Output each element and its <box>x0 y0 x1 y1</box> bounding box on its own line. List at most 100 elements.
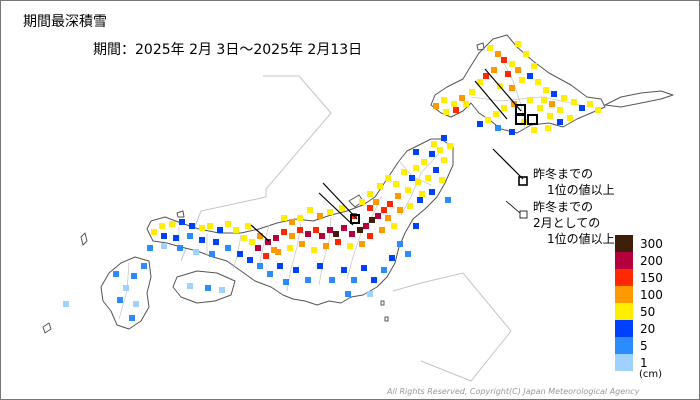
legend-label: 5 <box>640 339 648 353</box>
station-marker <box>547 113 553 119</box>
station-marker <box>287 245 293 251</box>
station-marker <box>237 251 243 257</box>
station-marker <box>429 151 435 157</box>
station-marker <box>255 245 261 251</box>
station-marker <box>433 167 439 173</box>
station-marker <box>417 197 423 203</box>
station-marker <box>283 279 289 285</box>
station-marker <box>367 191 373 197</box>
station-marker <box>537 105 543 111</box>
station-marker <box>397 241 403 247</box>
izu-islands <box>380 300 389 322</box>
station-marker <box>151 229 157 235</box>
station-marker <box>385 215 391 221</box>
station-marker <box>437 147 443 153</box>
station-marker <box>381 207 387 213</box>
station-marker <box>501 57 507 63</box>
hokkaido <box>430 34 606 134</box>
station-marker <box>419 191 425 197</box>
station-marker <box>161 233 167 239</box>
station-marker <box>307 207 313 213</box>
station-marker <box>245 223 251 229</box>
station-marker <box>393 181 399 187</box>
legend-swatch <box>615 337 633 354</box>
station-marker <box>407 203 413 209</box>
station-marker <box>323 243 329 249</box>
station-marker <box>413 223 419 229</box>
station-marker <box>267 271 273 277</box>
station-marker <box>207 223 213 229</box>
station-marker <box>189 223 195 229</box>
station-marker <box>173 235 179 241</box>
note-record-all-line1: 昨冬までの <box>533 167 594 181</box>
station-marker <box>345 291 351 297</box>
legend-unit: (cm) <box>639 369 663 380</box>
station-marker <box>425 175 431 181</box>
station-marker <box>339 205 345 211</box>
station-marker <box>535 79 541 85</box>
station-marker <box>491 67 497 73</box>
station-marker <box>551 91 557 97</box>
station-marker <box>187 283 193 289</box>
station-marker <box>557 107 563 113</box>
station-marker <box>319 233 325 239</box>
station-marker <box>361 265 367 271</box>
station-marker <box>357 227 363 233</box>
legend-label: 150 <box>640 271 663 285</box>
station-marker <box>485 117 491 123</box>
note-record-feb-line2: 2月としての <box>533 216 601 230</box>
legend-swatch <box>615 286 633 303</box>
station-marker <box>389 255 395 261</box>
station-marker <box>527 97 533 103</box>
station-marker <box>375 213 381 219</box>
station-marker <box>541 97 547 103</box>
station-marker <box>543 87 549 93</box>
map-title: 期間最深積雪 <box>23 14 107 30</box>
station-marker <box>571 99 577 105</box>
station-marker <box>505 71 511 77</box>
station-marker <box>289 219 295 225</box>
legend-swatch <box>615 252 633 269</box>
note-leader-thin <box>505 200 521 214</box>
station-marker <box>313 227 319 233</box>
legend-swatch <box>615 303 633 320</box>
station-marker <box>217 227 223 233</box>
station-marker <box>129 315 135 321</box>
station-marker <box>277 263 283 269</box>
station-marker <box>209 251 215 257</box>
station-marker <box>515 67 521 73</box>
station-marker <box>257 233 263 239</box>
station-marker <box>413 149 419 155</box>
station-marker <box>463 101 469 107</box>
station-marker <box>595 107 601 113</box>
station-marker <box>341 225 347 231</box>
record-box-marker <box>527 114 538 125</box>
station-marker <box>305 231 311 237</box>
station-marker <box>367 233 373 239</box>
station-marker <box>311 247 317 253</box>
station-marker <box>63 301 69 307</box>
station-marker <box>587 101 593 107</box>
station-marker <box>509 61 515 67</box>
station-marker <box>487 45 493 51</box>
station-marker <box>359 241 365 247</box>
station-marker <box>193 249 199 255</box>
station-marker <box>363 223 369 229</box>
note-record-feb: 昨冬までの 2月としての 1位の値以上 <box>533 199 615 247</box>
station-marker <box>371 277 377 283</box>
station-marker <box>131 273 137 279</box>
legend-label: 300 <box>640 237 663 251</box>
station-marker <box>447 143 453 149</box>
station-marker <box>199 225 205 231</box>
amami <box>42 322 52 334</box>
record-box-marker <box>350 214 360 224</box>
station-marker <box>369 217 375 223</box>
station-marker <box>527 73 533 79</box>
station-marker <box>429 189 435 195</box>
legend-label: 50 <box>640 305 656 319</box>
legend-label: 200 <box>640 254 663 268</box>
station-marker <box>531 127 537 133</box>
station-marker <box>509 129 515 135</box>
station-marker <box>187 233 193 239</box>
station-marker <box>317 213 323 219</box>
